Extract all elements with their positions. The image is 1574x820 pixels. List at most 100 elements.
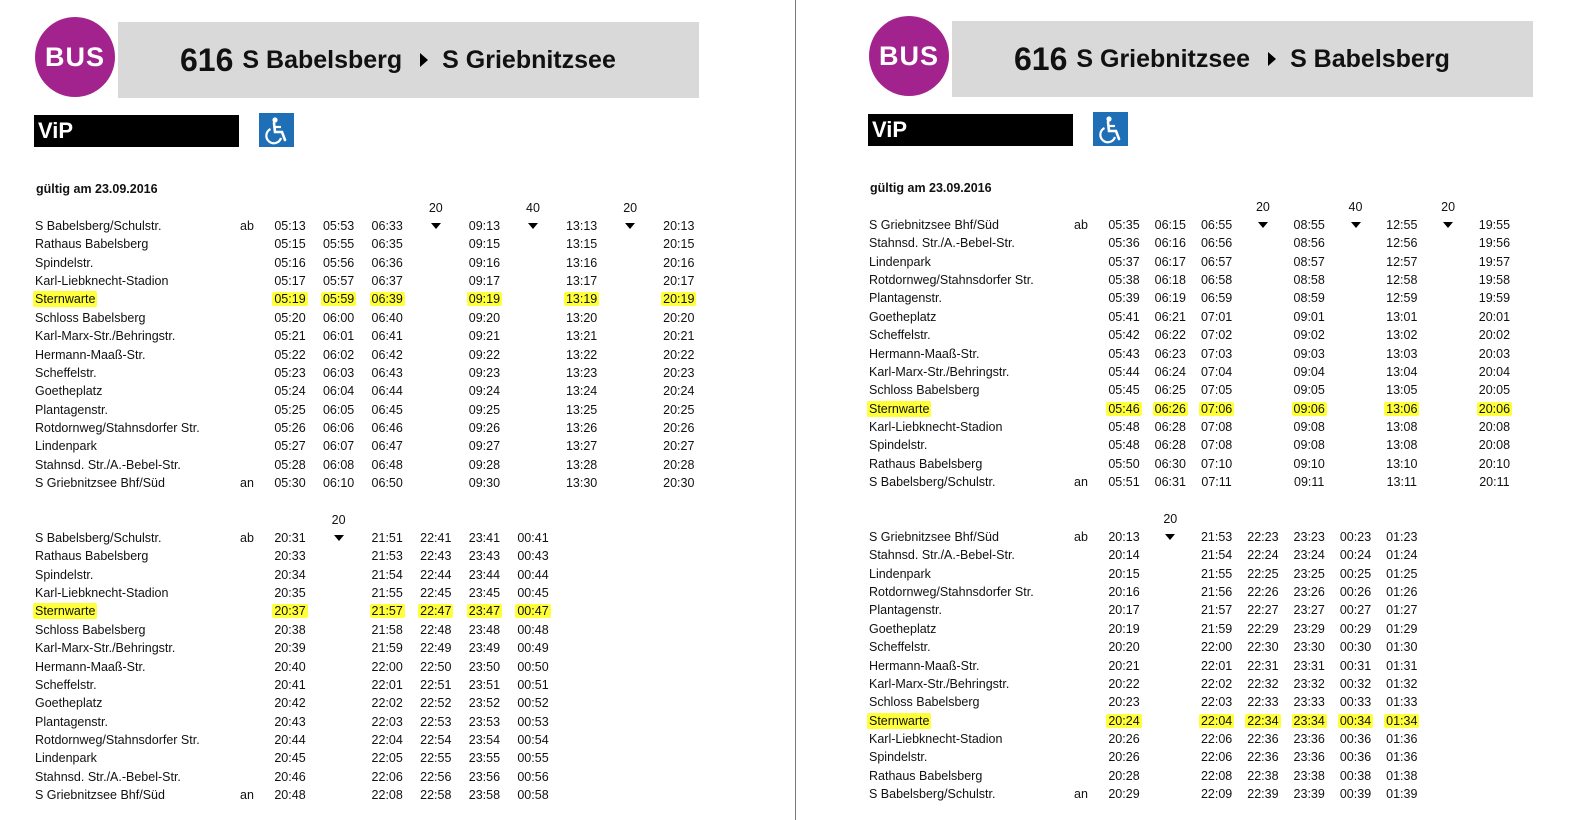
time: 20:03 bbox=[1478, 346, 1511, 361]
time-cell: 23:41 bbox=[462, 530, 506, 546]
time: 09:23 bbox=[468, 365, 501, 380]
time: 06:10 bbox=[322, 476, 355, 491]
brand-text: ViP bbox=[872, 117, 908, 142]
time-cell: 09:16 bbox=[462, 255, 506, 271]
time-cell: 09:19 bbox=[462, 291, 506, 307]
time: 21:59 bbox=[371, 641, 403, 656]
time-cell: 06:44 bbox=[365, 383, 409, 399]
time: 13:24 bbox=[565, 384, 598, 399]
time: 23:47 bbox=[466, 604, 503, 619]
time-cell: 20:38 bbox=[268, 622, 312, 638]
time-cell: 00:48 bbox=[511, 622, 555, 638]
time-cell: 06:55 bbox=[1195, 217, 1239, 233]
time-cell: 00:30 bbox=[1334, 639, 1378, 655]
time-cell: 00:44 bbox=[511, 567, 555, 583]
time-cell: 05:42 bbox=[1102, 327, 1146, 343]
time: 23:56 bbox=[468, 769, 501, 784]
time-cell: 06:45 bbox=[365, 402, 409, 418]
time-cell: 00:45 bbox=[511, 585, 555, 601]
time-cell: 20:17 bbox=[1102, 602, 1146, 618]
time-cell: 22:36 bbox=[1241, 749, 1285, 765]
time-cell: 13:25 bbox=[560, 402, 604, 418]
time: 22:03 bbox=[371, 714, 403, 729]
time-cell: 23:43 bbox=[462, 548, 506, 564]
time: 06:36 bbox=[371, 255, 403, 270]
time: 22:49 bbox=[420, 641, 452, 656]
bus-badge: BUS bbox=[35, 17, 115, 97]
time-cell: 23:23 bbox=[1287, 529, 1331, 545]
time-cell: 05:50 bbox=[1102, 456, 1146, 472]
time-cell: 12:56 bbox=[1380, 235, 1424, 251]
time-cell: 06:47 bbox=[365, 438, 409, 454]
time-cell: 22:51 bbox=[414, 677, 458, 693]
time-cell: 06:46 bbox=[365, 420, 409, 436]
time: 06:58 bbox=[1200, 273, 1233, 288]
time-cell: 20:21 bbox=[657, 328, 701, 344]
time-cell: 09:08 bbox=[1287, 437, 1331, 453]
time: 05:23 bbox=[274, 365, 306, 380]
time: 07:03 bbox=[1200, 346, 1233, 361]
time-cell: 23:56 bbox=[462, 769, 506, 785]
route-from: S Babelsberg bbox=[242, 45, 403, 74]
time-cell: 21:58 bbox=[365, 622, 409, 638]
time: 20:24 bbox=[663, 384, 695, 399]
time-cell: 22:30 bbox=[1241, 639, 1285, 655]
time: 20:10 bbox=[1478, 456, 1511, 471]
time: 23:36 bbox=[1293, 750, 1325, 765]
stop-name: Lindenpark bbox=[35, 751, 97, 766]
time: 20:15 bbox=[1108, 566, 1140, 581]
arr-dep-mark: ab bbox=[1074, 530, 1088, 544]
time-cell: 06:16 bbox=[1148, 235, 1192, 251]
time: 06:37 bbox=[371, 274, 403, 289]
time: 23:27 bbox=[1293, 603, 1325, 618]
time: 23:29 bbox=[1293, 621, 1325, 636]
time-cell: 22:03 bbox=[365, 714, 409, 730]
time-cell: 05:13 bbox=[268, 218, 312, 234]
time-cell: 13:01 bbox=[1380, 309, 1424, 325]
stop-name: Karl-Liebknecht-Stadion bbox=[869, 419, 1003, 434]
time-cell: 09:02 bbox=[1287, 327, 1331, 343]
badge-text: BUS bbox=[44, 41, 105, 72]
arr-dep-mark: an bbox=[1074, 787, 1088, 802]
stop-name: Rathaus Babelsberg bbox=[35, 237, 149, 252]
time: 05:30 bbox=[274, 476, 306, 491]
time-cell: 09:26 bbox=[462, 420, 506, 436]
time: 22:02 bbox=[371, 696, 403, 711]
time-cell: 01:31 bbox=[1380, 658, 1424, 674]
time: 09:10 bbox=[1293, 456, 1325, 471]
time: 12:57 bbox=[1386, 254, 1418, 269]
time-cell: 20:08 bbox=[1472, 437, 1516, 453]
time: 09:16 bbox=[468, 255, 501, 270]
time: 22:04 bbox=[371, 732, 403, 747]
time-cell: 06:15 bbox=[1148, 217, 1192, 233]
time: 13:28 bbox=[565, 457, 598, 472]
time: 05:27 bbox=[274, 439, 306, 454]
time: 20:25 bbox=[663, 402, 695, 417]
interval-label: 20 bbox=[623, 201, 638, 215]
time: 20:08 bbox=[1478, 438, 1511, 453]
time: 13:04 bbox=[1386, 364, 1418, 379]
time: 05:22 bbox=[274, 347, 306, 362]
time: 23:43 bbox=[468, 549, 501, 564]
time: 06:22 bbox=[1154, 328, 1186, 343]
time-cell: 20:13 bbox=[1102, 529, 1146, 545]
time: 07:11 bbox=[1201, 475, 1232, 490]
time-cell: 09:25 bbox=[462, 402, 506, 418]
time: 21:53 bbox=[371, 549, 403, 564]
time: 01:26 bbox=[1386, 585, 1418, 600]
time: 05:15 bbox=[274, 237, 306, 252]
time: 20:13 bbox=[663, 219, 695, 233]
time: 20:20 bbox=[1108, 640, 1140, 655]
time-cell: 22:41 bbox=[414, 530, 458, 546]
time-cell: 05:19 bbox=[268, 291, 312, 307]
time-cell: 07:08 bbox=[1195, 419, 1239, 435]
time: 07:01 bbox=[1200, 309, 1233, 324]
time-cell: 20:35 bbox=[268, 585, 312, 601]
time: 20:21 bbox=[1108, 658, 1140, 673]
time-cell: 22:49 bbox=[414, 640, 458, 656]
time: 09:22 bbox=[468, 347, 501, 362]
time-cell: 13:03 bbox=[1380, 346, 1424, 362]
time: 12:58 bbox=[1386, 273, 1418, 288]
time: 23:31 bbox=[1293, 658, 1325, 673]
